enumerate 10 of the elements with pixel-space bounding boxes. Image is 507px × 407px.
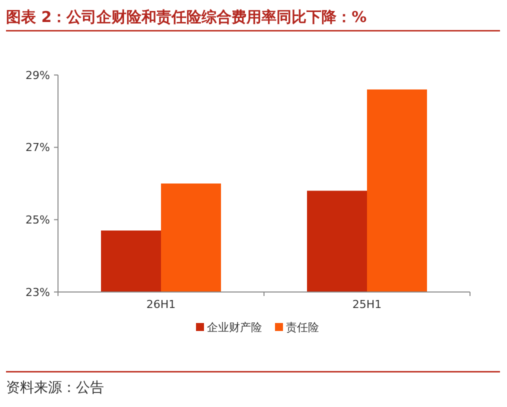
legend-label: 企业财产险	[207, 320, 262, 334]
x-tick-label: 25H1	[352, 298, 382, 311]
y-tick-label: 25%	[26, 214, 50, 227]
legend-label: 责任险	[286, 320, 319, 334]
text: 资料来源：公告	[6, 380, 104, 396]
y-tick-label: 29%	[26, 68, 50, 82]
chart-title: 图表 2：公司企财险和责任险综合费用率同比下降：%	[6, 8, 367, 26]
y-tick-label: 27%	[26, 141, 50, 154]
y-tick-label: 23%	[26, 286, 50, 299]
x-tick-label: 26H1	[146, 298, 176, 311]
